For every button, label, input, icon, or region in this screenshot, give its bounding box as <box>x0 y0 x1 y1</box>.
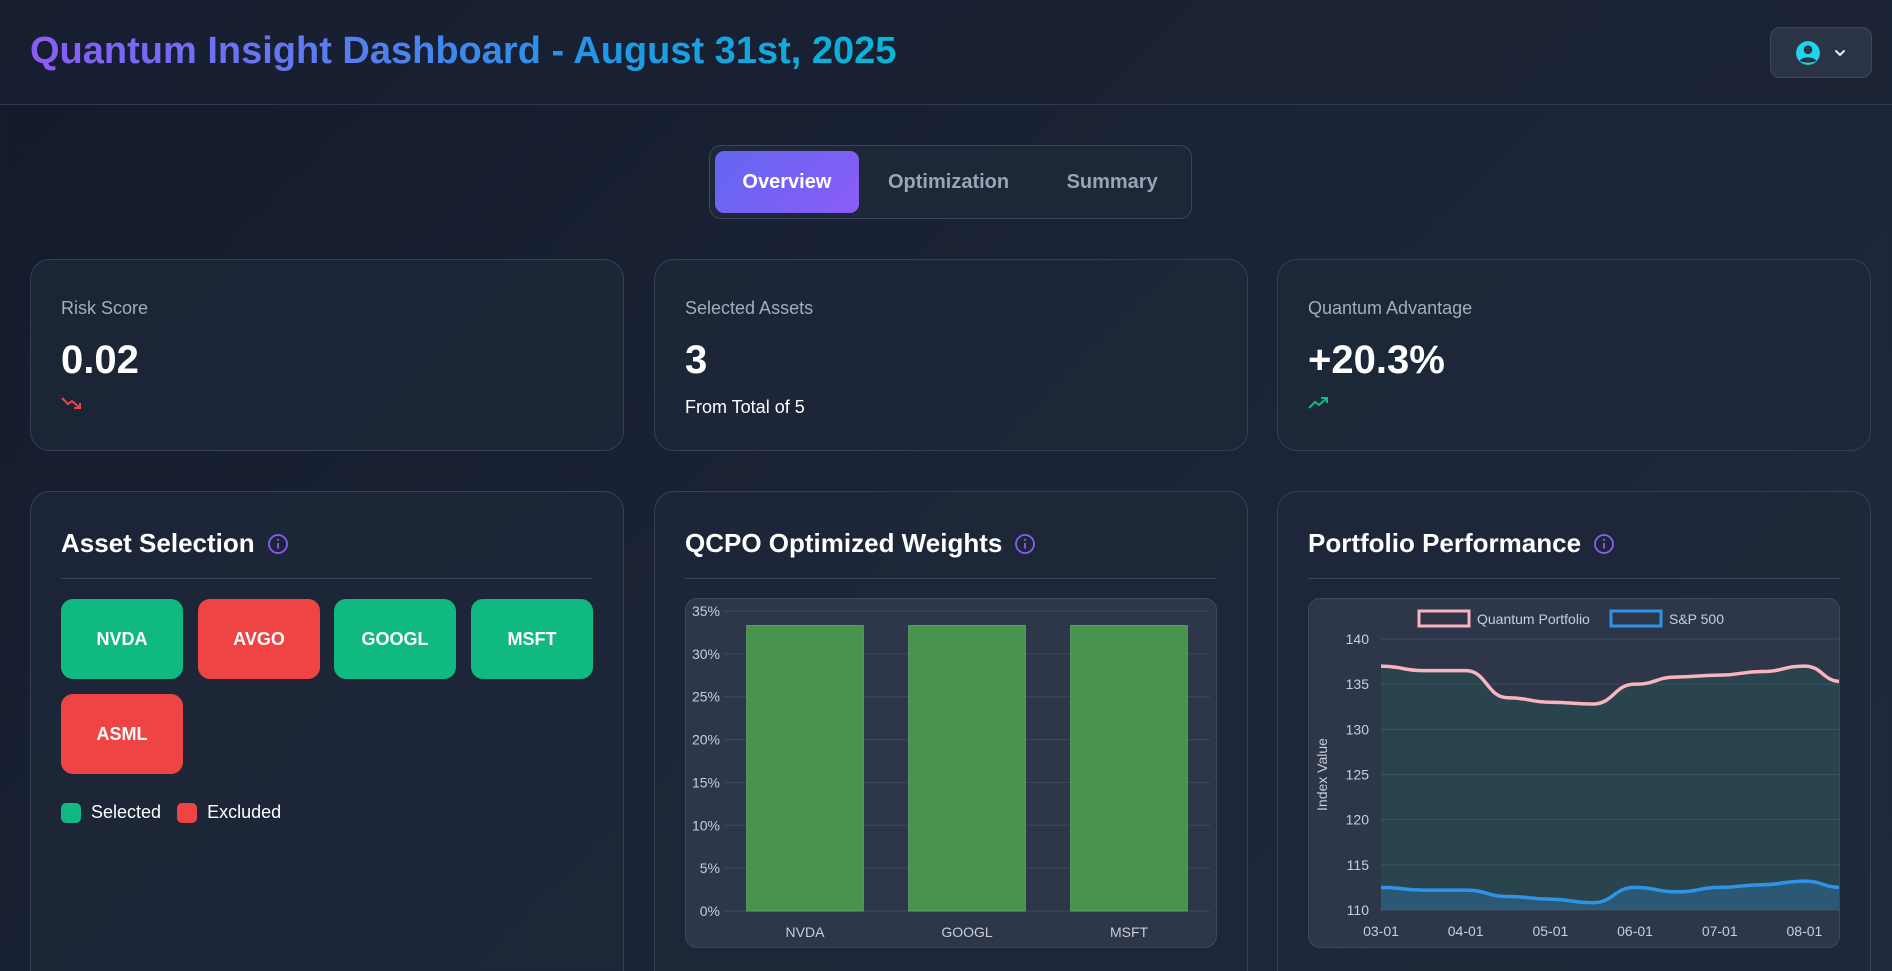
y-tick-label: 120 <box>1346 812 1370 828</box>
asset-selection-title: Asset Selection <box>61 528 255 558</box>
bar-googl[interactable] <box>908 625 1026 912</box>
weights-panel: QCPO Optimized Weights 0% 5% 10% 15% 20% 25% 3… <box>654 491 1248 971</box>
divider <box>61 578 593 579</box>
y-tick-label: 25% <box>692 689 720 705</box>
legend-excluded: Excluded <box>177 802 281 823</box>
y-tick-label: 130 <box>1346 721 1370 737</box>
legend-selected: Selected <box>61 802 161 823</box>
y-tick-label: 20% <box>692 732 720 748</box>
tab-summary[interactable]: Summary <box>1066 170 1158 193</box>
chevron-down-icon <box>1835 49 1845 56</box>
y-tick-label: 35% <box>692 603 720 619</box>
y-tick-label: 5% <box>700 860 720 876</box>
x-tick-label: 07-01 <box>1702 923 1738 939</box>
legend-swatch <box>1417 609 1471 628</box>
quantum-advantage-value: +20.3% <box>1308 338 1445 382</box>
y-tick-label: 30% <box>692 646 720 662</box>
bar-msft[interactable] <box>1070 625 1188 912</box>
info-icon[interactable] <box>1014 533 1036 555</box>
x-tick-label: GOOGL <box>941 924 993 940</box>
excluded-swatch <box>177 802 198 823</box>
tab-overview[interactable]: Overview <box>715 151 859 213</box>
selected-swatch <box>61 802 81 823</box>
asset-legend: Selected Excluded <box>61 802 281 823</box>
tab-optimization[interactable]: Optimization <box>887 170 1010 193</box>
legend-selected-label: Selected <box>91 802 162 822</box>
x-tick-label: MSFT <box>1110 924 1149 940</box>
x-tick-label: 06-01 <box>1617 923 1653 939</box>
y-tick-label: 140 <box>1346 631 1370 647</box>
info-icon[interactable] <box>267 533 289 555</box>
x-tick-label: 03-01 <box>1363 923 1399 939</box>
asset-selection-heading: Asset Selection <box>61 528 289 559</box>
series-area <box>1381 666 1839 910</box>
legend-swatch <box>1609 609 1663 628</box>
trend-down-icon <box>61 397 81 409</box>
asset-chip-avgo[interactable]: AVGO <box>198 599 320 679</box>
x-tick-label: 05-01 <box>1532 923 1568 939</box>
asset-chip-msft[interactable]: MSFT <box>471 599 593 679</box>
series-line[interactable] <box>1380 879 1840 905</box>
y-tick-label: 110 <box>1347 902 1370 918</box>
weights-title: QCPO Optimized Weights <box>685 528 1003 558</box>
asset-chip-asml[interactable]: ASML <box>61 694 183 774</box>
user-circle-icon <box>1796 40 1820 65</box>
legend-label[interactable]: Quantum Portfolio <box>1477 611 1590 627</box>
asset-chip-googl[interactable]: GOOGL <box>334 599 456 679</box>
info-icon[interactable] <box>1593 533 1615 555</box>
weights-heading: QCPO Optimized Weights <box>685 528 1036 559</box>
legend-label[interactable]: S&P 500 <box>1669 611 1724 627</box>
y-axis-label: Index Value <box>1314 738 1330 811</box>
risk-score-label: Risk Score <box>61 298 149 318</box>
selected-assets-label: Selected Assets <box>685 298 814 318</box>
page-title: Quantum Insight Dashboard - August 31st,… <box>30 30 897 72</box>
selected-assets-value: 3 <box>685 338 708 382</box>
selected-assets-card: Selected Assets 3 From Total of 5 <box>654 259 1248 451</box>
y-tick-label: 15% <box>692 774 720 790</box>
app-header: Quantum Insight Dashboard - August 31st,… <box>0 0 1892 105</box>
performance-chart: 110 115 120 125 130 135 140 03-01 04-01 05-01 06-0… <box>1308 598 1840 948</box>
y-tick-label: 125 <box>1346 767 1370 783</box>
y-tick-label: 135 <box>1346 676 1370 692</box>
weights-chart: 0% 5% 10% 15% 20% 25% 30% 35% NVDA GOOGL MSFT <box>685 598 1217 948</box>
performance-title: Portfolio Performance <box>1308 528 1582 558</box>
y-tick-label: 115 <box>1347 857 1370 873</box>
bar-nvda[interactable] <box>746 625 864 912</box>
user-menu-button[interactable] <box>1770 27 1872 78</box>
asset-selection-panel: Asset Selection NVDA AVGO GOOGL MSFT ASM… <box>30 491 624 971</box>
trend-up-icon <box>1308 397 1328 409</box>
quantum-advantage-card: Quantum Advantage +20.3% <box>1277 259 1871 451</box>
weights-bar-chart: 0% 5% 10% 15% 20% 25% 30% 35% NVDA GOOGL MSFT <box>692 603 1210 940</box>
performance-panel: Portfolio Performance 110 115 120 125 130 135… <box>1277 491 1871 971</box>
y-tick-label: 10% <box>692 817 720 833</box>
x-tick-label: NVDA <box>786 924 826 940</box>
asset-chip-nvda[interactable]: NVDA <box>61 599 183 679</box>
performance-heading: Portfolio Performance <box>1308 528 1615 559</box>
divider <box>1308 578 1840 579</box>
selected-assets-sub: From Total of 5 <box>685 397 805 417</box>
x-tick-label: 08-01 <box>1787 923 1823 939</box>
x-tick-label: 04-01 <box>1448 923 1484 939</box>
y-tick-label: 0% <box>700 903 720 919</box>
risk-score-value: 0.02 <box>61 338 139 382</box>
quantum-advantage-label: Quantum Advantage <box>1308 298 1473 318</box>
risk-score-card: Risk Score 0.02 <box>30 259 624 451</box>
legend-excluded-label: Excluded <box>207 802 282 822</box>
performance-line-chart: 110 115 120 125 130 135 140 03-01 04-01 05-01 06-0… <box>1314 609 1840 939</box>
view-tabs: Overview Optimization Summary <box>709 145 1192 219</box>
divider <box>685 578 1217 579</box>
series-line[interactable] <box>1380 664 1840 706</box>
